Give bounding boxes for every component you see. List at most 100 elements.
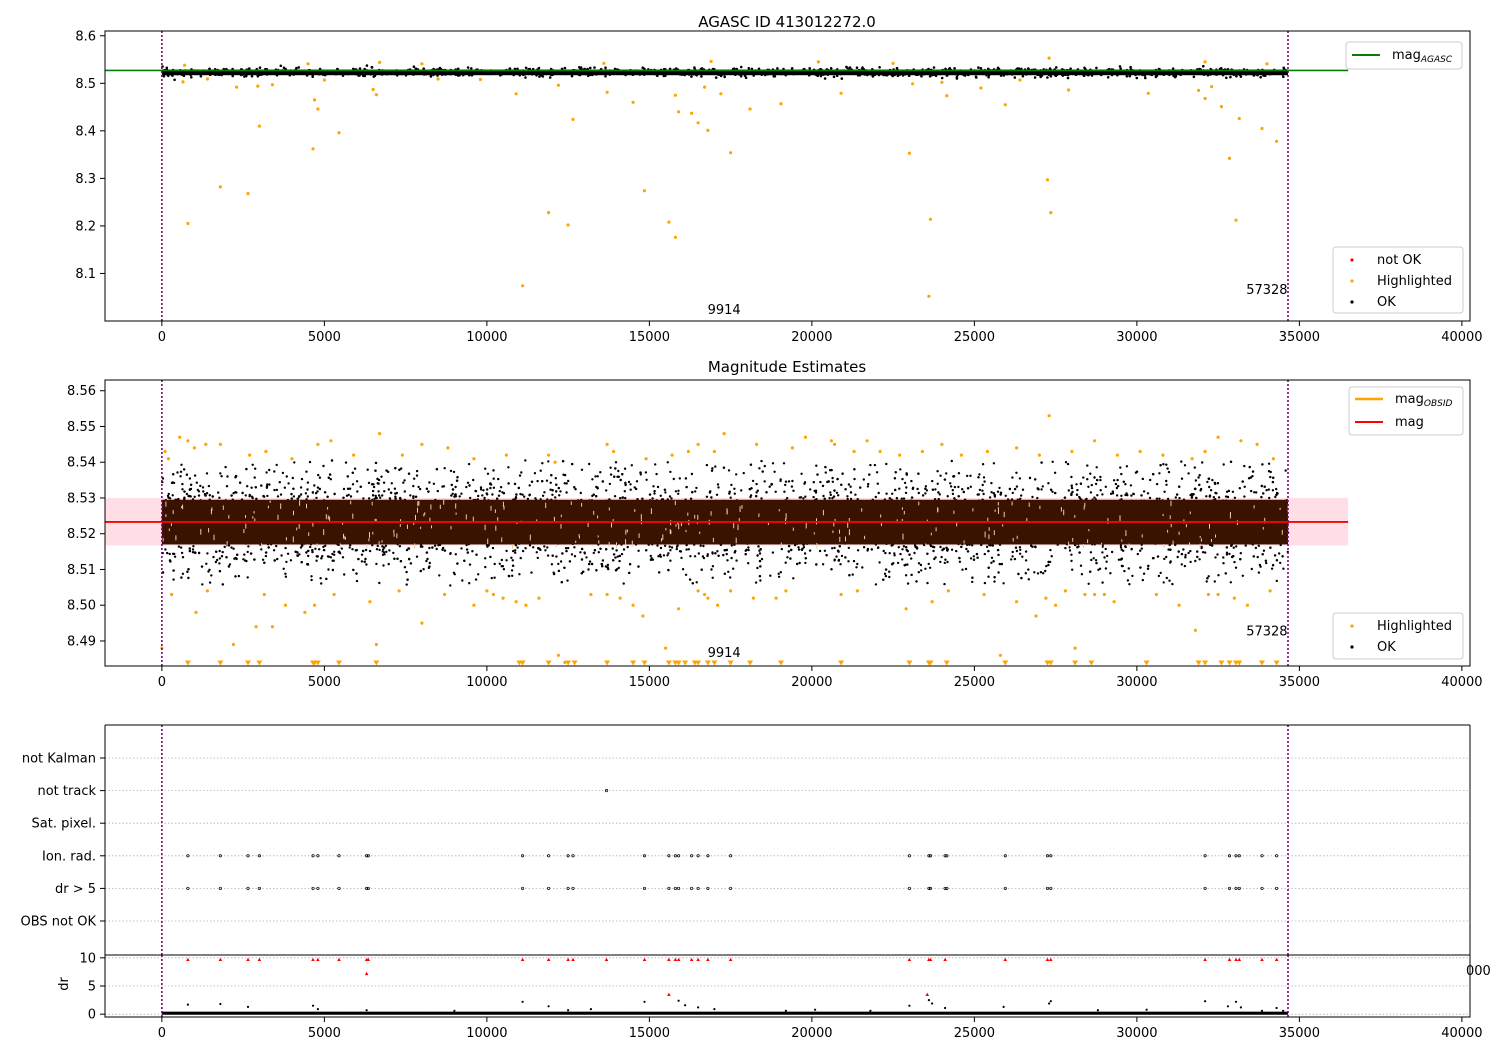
estimates-ok-point-2381 bbox=[228, 563, 232, 566]
estimates-ok-point-2883 bbox=[651, 497, 654, 500]
estimates-ok-point-2644 bbox=[1076, 488, 1079, 492]
agasc-ok-point-619 bbox=[1150, 70, 1153, 74]
estimates-ok-point-2016 bbox=[849, 497, 853, 501]
estimates-ok-point-262 bbox=[716, 550, 719, 553]
estimates-ok-point-2033 bbox=[1250, 567, 1254, 571]
estimates-ok-point-382 bbox=[659, 555, 662, 558]
estimates-ok-point-2988 bbox=[681, 568, 685, 571]
estimates-ok-point-2295 bbox=[327, 555, 331, 558]
estimates-ok-point-167 bbox=[1101, 493, 1104, 496]
estimates-ok-point-1759 bbox=[669, 559, 672, 562]
estimates-ok-point-3247 bbox=[990, 491, 993, 494]
estimates-ok-point-2464 bbox=[299, 493, 303, 496]
agasc-ok-point-1294 bbox=[353, 72, 356, 76]
agasc-ok-point-1003 bbox=[265, 73, 269, 76]
estimates-ok-point-307 bbox=[1255, 491, 1258, 494]
estimates-ok-point-170 bbox=[1033, 571, 1036, 574]
agasc-ok-point-1182 bbox=[932, 66, 936, 69]
agasc-ok-point-826 bbox=[1174, 74, 1178, 78]
agasc-ok-point-1165 bbox=[986, 72, 989, 75]
agasc-ok-point-1069 bbox=[607, 71, 611, 75]
agasc-ok-point-1367 bbox=[940, 76, 944, 80]
estimates-ok-point-2817 bbox=[526, 497, 530, 501]
agasc-ok-point-480 bbox=[678, 73, 682, 76]
agasc-ok-point-669 bbox=[288, 73, 292, 77]
agasc-ok-point-1189 bbox=[1280, 71, 1283, 74]
estimates-ok-point-3323 bbox=[407, 547, 410, 550]
estimates-ok-point-3452 bbox=[1200, 545, 1203, 549]
agasc-highlighted-point-38 bbox=[205, 77, 209, 81]
estimates-ok-point-571 bbox=[230, 546, 233, 549]
agasc-highlighted-point-40 bbox=[256, 84, 260, 88]
agasc-ok-point-259 bbox=[297, 66, 301, 69]
agasc-ok-point-1381 bbox=[294, 71, 298, 75]
estimates-ok-point-3222 bbox=[408, 558, 411, 561]
agasc-ok-point-269 bbox=[385, 72, 389, 76]
estimates-ok-point-430 bbox=[218, 496, 221, 499]
estimates-ok-point-3449 bbox=[687, 548, 690, 551]
estimates-ok-point-445 bbox=[461, 579, 464, 582]
estimates-ok-point-2531 bbox=[316, 486, 320, 489]
agasc-ok-point-821 bbox=[468, 71, 471, 74]
estimates-ok-point-2457 bbox=[888, 497, 891, 500]
agasc-ok-point-1359 bbox=[429, 73, 433, 76]
estimates-ok-point-2686 bbox=[1235, 545, 1238, 548]
estimates-ok-point-2829 bbox=[614, 556, 617, 559]
estimates-ok-point-155 bbox=[1067, 489, 1071, 492]
agasc-highlighted-point-1 bbox=[218, 185, 222, 189]
agasc-highlighted-point-27 bbox=[1003, 103, 1007, 107]
estimates-ok-point-2624 bbox=[266, 494, 269, 498]
estimates-ok-point-2602 bbox=[1275, 579, 1279, 583]
estimates-ok-point-2262 bbox=[1224, 495, 1228, 498]
agasc-ok-point-1181 bbox=[992, 72, 995, 76]
agasc-ok-point-1052 bbox=[327, 71, 331, 75]
estimates-ok-point-3322 bbox=[649, 558, 653, 562]
agasc-ok-point-315 bbox=[578, 73, 582, 77]
estimates-ok-point-215 bbox=[971, 580, 974, 584]
estimates-ok-point-2035 bbox=[996, 490, 1000, 493]
estimates-ok-point-69 bbox=[784, 561, 787, 564]
estimates-ok-point-2674 bbox=[432, 482, 436, 485]
estimates-ok-point-3348 bbox=[433, 544, 437, 547]
agasc-ok-point-325 bbox=[840, 77, 844, 80]
agasc-ok-point-84 bbox=[524, 70, 528, 74]
estimates-ok-point-2860 bbox=[268, 468, 271, 472]
estimates-plot-area bbox=[105, 380, 1349, 666]
agasc-ok-point-1212 bbox=[189, 73, 192, 77]
estimates-ok-point-586 bbox=[824, 471, 827, 474]
estimates-ok-point-3419 bbox=[510, 556, 513, 559]
agasc-ok-point-624 bbox=[739, 65, 743, 69]
agasc-ok-point-1201 bbox=[385, 70, 388, 74]
estimates-ok-point-2087 bbox=[906, 582, 910, 585]
agasc-xtick-label-20000: 20000 bbox=[791, 330, 832, 345]
estimates-ok-point-2548 bbox=[468, 582, 471, 585]
agasc-ok-point-1198 bbox=[440, 73, 444, 76]
agasc-ok-point-1363 bbox=[516, 67, 519, 71]
estimates-ok-point-2599 bbox=[1010, 558, 1013, 561]
agasc-ok-point-78 bbox=[790, 67, 794, 70]
agasc-highlighted-point-29 bbox=[1049, 211, 1053, 215]
estimates-ok-point-2482 bbox=[467, 462, 471, 466]
agasc-ok-point-1221 bbox=[1128, 74, 1132, 78]
estimates-ok-point-1862 bbox=[486, 488, 489, 491]
estimates-ok-point-3405 bbox=[656, 544, 659, 547]
agasc-ok-point-1228 bbox=[1016, 67, 1019, 70]
estimates-chart-title: Magnitude Estimates bbox=[708, 358, 866, 376]
estimates-ok-point-1941 bbox=[1128, 583, 1131, 586]
estimates-ok-point-3116 bbox=[438, 574, 441, 577]
agasc-ok-point-1138 bbox=[267, 71, 271, 75]
estimates-ok-point-3370 bbox=[180, 463, 183, 466]
estimates-ok-point-2491 bbox=[579, 491, 582, 495]
agasc-ok-point-923 bbox=[671, 72, 675, 75]
estimates-ok-point-3243 bbox=[903, 481, 907, 485]
agasc-ok-point-1376 bbox=[422, 67, 426, 70]
estimates-ok-point-33 bbox=[365, 563, 368, 566]
agasc-ok-point-958 bbox=[589, 66, 592, 70]
estimates-ok-point-1799 bbox=[1127, 567, 1131, 570]
estimates-ok-point-459 bbox=[546, 546, 549, 549]
estimates-ok-point-489 bbox=[566, 579, 569, 582]
estimates-ok-point-388 bbox=[1208, 495, 1212, 498]
estimates-ok-point-2937 bbox=[348, 546, 351, 549]
estimates-ok-point-2172 bbox=[173, 552, 176, 556]
estimates-ok-point-2376 bbox=[616, 555, 619, 558]
